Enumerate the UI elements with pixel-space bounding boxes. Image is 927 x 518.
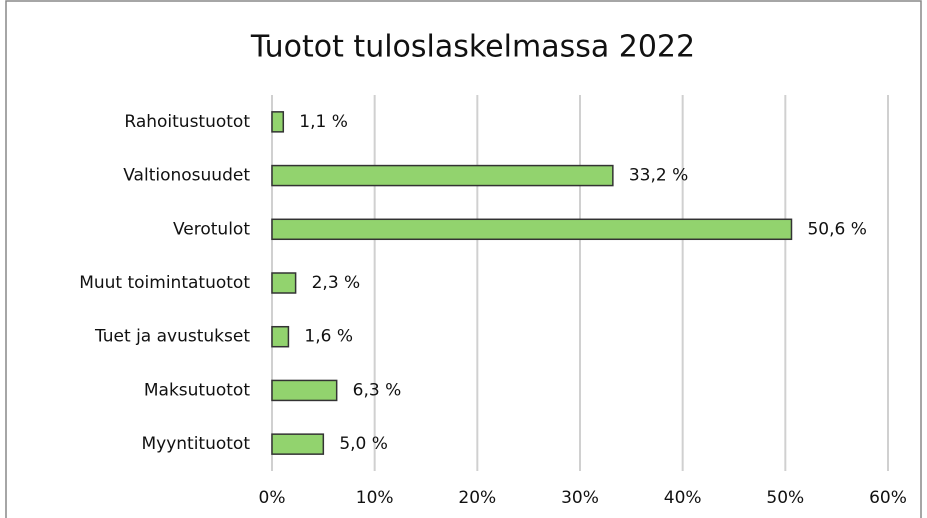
bar	[271, 218, 793, 241]
chart-border	[5, 0, 922, 518]
bar	[271, 379, 338, 402]
x-tick-label: 0%	[259, 488, 286, 508]
y-tick-label: Myyntituotot	[141, 434, 250, 454]
y-tick-label: Maksutuotot	[144, 380, 250, 400]
chart-title: Tuotot tuloslaskelmassa 2022	[250, 30, 695, 65]
bar	[271, 272, 297, 294]
y-tick-label: Tuet ja avustukset	[94, 327, 250, 347]
x-tick-label: 10%	[356, 488, 394, 508]
data-label: 50,6 %	[807, 219, 866, 239]
x-tick-label: 60%	[869, 488, 907, 508]
x-tick-label: 40%	[664, 488, 702, 508]
y-tick-label: Valtionosuudet	[123, 166, 250, 186]
bar	[271, 164, 614, 187]
data-label: 33,2 %	[629, 166, 688, 186]
data-label: 5,0 %	[339, 434, 388, 454]
y-tick-label: Muut toimintatuotot	[79, 273, 250, 293]
data-label: 2,3 %	[312, 273, 361, 293]
bar	[271, 433, 325, 455]
data-label: 1,1 %	[299, 112, 348, 132]
x-tick-label: 30%	[561, 488, 599, 508]
x-tick-label: 50%	[766, 488, 804, 508]
bar	[271, 111, 285, 133]
data-label: 1,6 %	[304, 327, 353, 347]
x-tick-label: 20%	[458, 488, 496, 508]
y-tick-label: Verotulot	[173, 219, 250, 239]
bar	[271, 325, 290, 348]
data-label: 6,3 %	[353, 380, 402, 400]
y-tick-label: Rahoitustuotot	[124, 112, 250, 132]
